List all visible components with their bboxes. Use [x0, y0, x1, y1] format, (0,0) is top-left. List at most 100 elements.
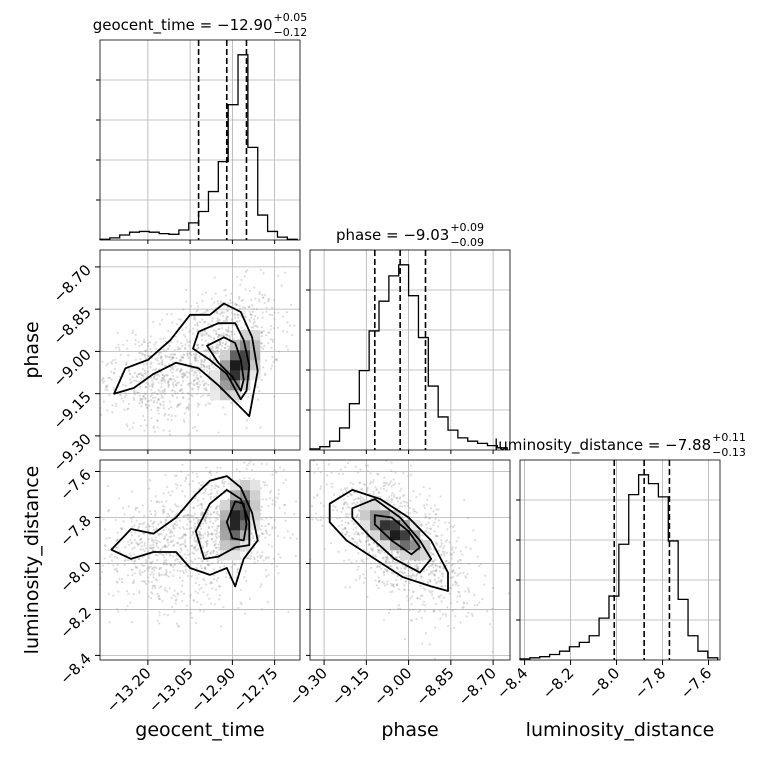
sample-point — [117, 590, 120, 593]
sample-point — [162, 407, 166, 410]
sample-point — [421, 642, 424, 645]
sample-point — [193, 316, 197, 319]
sample-point — [251, 310, 255, 313]
sample-point — [189, 340, 192, 343]
sample-point — [431, 590, 434, 593]
sample-point — [383, 573, 386, 576]
sample-point — [427, 521, 430, 524]
sample-point — [439, 565, 442, 568]
sample-point — [102, 377, 105, 380]
sample-point — [171, 356, 175, 359]
sample-point — [142, 580, 145, 583]
sample-point — [284, 503, 287, 506]
sample-point — [419, 523, 423, 526]
sample-point — [95, 596, 97, 598]
sample-point — [148, 404, 151, 407]
sample-point — [148, 546, 152, 549]
sample-point — [217, 333, 221, 336]
sample-point — [357, 509, 361, 512]
sample-point — [183, 347, 187, 351]
sample-point — [304, 456, 306, 458]
sample-point — [243, 461, 246, 464]
sample-point — [145, 406, 148, 409]
sample-point — [357, 552, 360, 555]
sample-point — [437, 508, 440, 511]
sample-point — [164, 572, 168, 575]
sample-point — [225, 315, 228, 318]
contour-level-geocent_time-luminosity_distance-1 — [194, 488, 251, 560]
sample-point — [433, 609, 436, 613]
sample-point — [223, 289, 226, 292]
sample-point — [200, 586, 203, 590]
frames-layer — [95, 39, 721, 665]
sample-point — [357, 532, 360, 535]
sample-point — [181, 356, 184, 359]
sample-point — [205, 583, 208, 586]
sample-point — [155, 545, 158, 548]
sample-point — [266, 300, 269, 303]
sample-point — [105, 386, 108, 389]
sample-point — [397, 506, 400, 510]
sample-point — [159, 357, 163, 360]
sample-point — [202, 365, 205, 368]
sample-point — [385, 489, 388, 492]
sample-point — [196, 600, 199, 604]
sample-point — [286, 348, 290, 351]
sample-point — [397, 604, 400, 607]
sample-point — [137, 527, 140, 530]
sample-point — [447, 561, 451, 564]
sample-point — [136, 543, 139, 546]
sample-point — [192, 599, 195, 602]
sample-point — [163, 378, 166, 382]
sample-point — [187, 344, 190, 347]
sample-point — [280, 284, 283, 287]
sample-point — [199, 533, 202, 536]
sample-point — [440, 585, 444, 588]
sample-point — [355, 515, 358, 519]
sample-point — [403, 584, 406, 587]
sample-point — [158, 574, 161, 577]
sample-point — [170, 540, 173, 543]
sample-point — [452, 563, 455, 566]
sample-point — [282, 315, 285, 318]
sample-point — [360, 531, 363, 534]
sample-point — [319, 487, 322, 490]
sample-point — [204, 311, 207, 314]
sample-point — [271, 503, 274, 506]
sample-point — [148, 341, 152, 344]
sample-point — [353, 491, 356, 494]
sample-point — [162, 429, 165, 432]
density-cell — [230, 350, 241, 361]
sample-point — [387, 495, 391, 499]
sample-point — [352, 498, 355, 502]
sample-point — [428, 565, 431, 569]
sample-point — [201, 522, 204, 525]
sample-point — [398, 570, 402, 573]
sample-point — [352, 501, 355, 505]
sample-point — [206, 563, 210, 566]
sample-point — [114, 361, 117, 364]
sample-point — [382, 582, 386, 585]
sample-point — [443, 554, 446, 557]
sample-point — [391, 590, 394, 593]
sample-point — [110, 362, 113, 365]
sample-point — [199, 513, 203, 517]
sample-point — [210, 488, 213, 491]
sample-point — [196, 405, 199, 408]
sample-point — [133, 390, 136, 393]
sample-point — [137, 373, 140, 376]
sample-point — [368, 543, 371, 547]
sample-point — [384, 584, 387, 587]
sample-point — [269, 497, 272, 500]
sample-point — [181, 570, 185, 573]
sample-point — [185, 514, 189, 517]
sample-point — [167, 407, 171, 410]
sample-point — [440, 539, 443, 542]
sample-point — [453, 571, 457, 574]
sample-point — [148, 525, 151, 528]
sample-point — [156, 377, 159, 380]
sample-point — [197, 386, 201, 389]
sample-point — [92, 507, 94, 509]
sample-point — [351, 487, 354, 490]
sample-point — [138, 538, 142, 541]
